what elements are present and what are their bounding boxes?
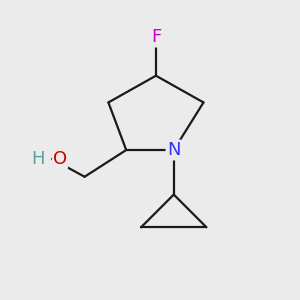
Text: O: O (53, 150, 67, 168)
Text: H: H (31, 150, 44, 168)
Text: F: F (151, 28, 161, 46)
Text: N: N (167, 141, 181, 159)
